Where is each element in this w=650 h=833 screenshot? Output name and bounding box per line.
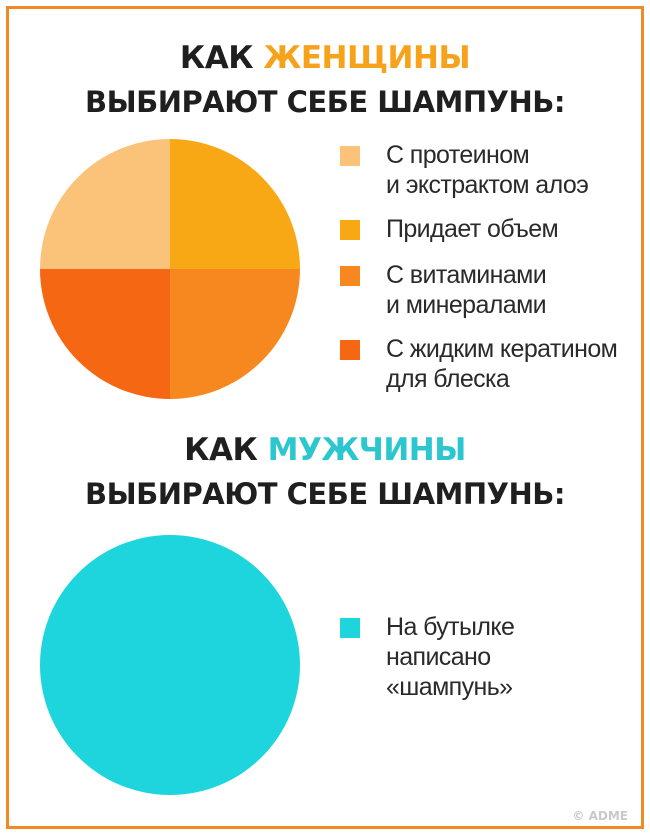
legend-label-protein: С протеином и экстрактом алоэ [386, 141, 589, 199]
legend-label-volume: Придает объем [386, 215, 559, 243]
women-title-line2: ВЫБИРАЮТ СЕБЕ ШАМПУНЬ: [85, 85, 565, 119]
legend-label-shampoo: На бутылке написано «шампунь» [386, 613, 515, 701]
legend-swatch-keratin [340, 340, 360, 360]
women-title-highlight: ЖЕНЩИНЫ [263, 40, 471, 76]
women-legend: С протеином и экстрактом алоэ Придает об… [340, 140, 618, 394]
legend-swatch-vitamins [340, 266, 360, 286]
legend-swatch-volume [340, 220, 360, 240]
pie-slice-vitamins [170, 269, 300, 399]
women-pie-chart [40, 139, 300, 399]
men-title-highlight: МУЖЧИНЫ [267, 432, 467, 468]
credit-watermark: © ADME [572, 809, 628, 823]
legend-item-volume: Придает объем [340, 214, 617, 244]
legend-item-vitamins: С витаминами и минералами [340, 260, 617, 320]
men-title-prefix: КАК [184, 432, 268, 468]
pie-slice-keratin [40, 269, 170, 399]
women-chart-title: КАК ЖЕНЩИНЫ ВЫБИРАЮТ СЕБЕ ШАМПУНЬ: [0, 36, 650, 124]
legend-item-keratin: С жидким кератином для блеска [340, 334, 618, 394]
men-legend: На бутылке написано «шампунь» [340, 612, 515, 702]
legend-label-keratin: С жидким кератином для блеска [386, 335, 618, 393]
pie-slice-protein [40, 139, 170, 269]
men-pie-chart [40, 535, 300, 795]
legend-item-protein: С протеином и экстрактом алоэ [340, 140, 617, 200]
women-title-prefix: КАК [179, 40, 264, 76]
men-title-line2: ВЫБИРАЮТ СЕБЕ ШАМПУНЬ: [85, 477, 565, 511]
legend-label-vitamins: С витаминами и минералами [386, 261, 547, 319]
pie-slice-shampoo [40, 535, 300, 795]
pie-slice-volume [170, 139, 300, 269]
legend-swatch-shampoo [340, 618, 360, 638]
men-chart-title: КАК МУЖЧИНЫ ВЫБИРАЮТ СЕБЕ ШАМПУНЬ: [0, 428, 650, 516]
legend-swatch-protein [340, 146, 360, 166]
legend-item-shampoo: На бутылке написано «шампунь» [340, 612, 515, 702]
